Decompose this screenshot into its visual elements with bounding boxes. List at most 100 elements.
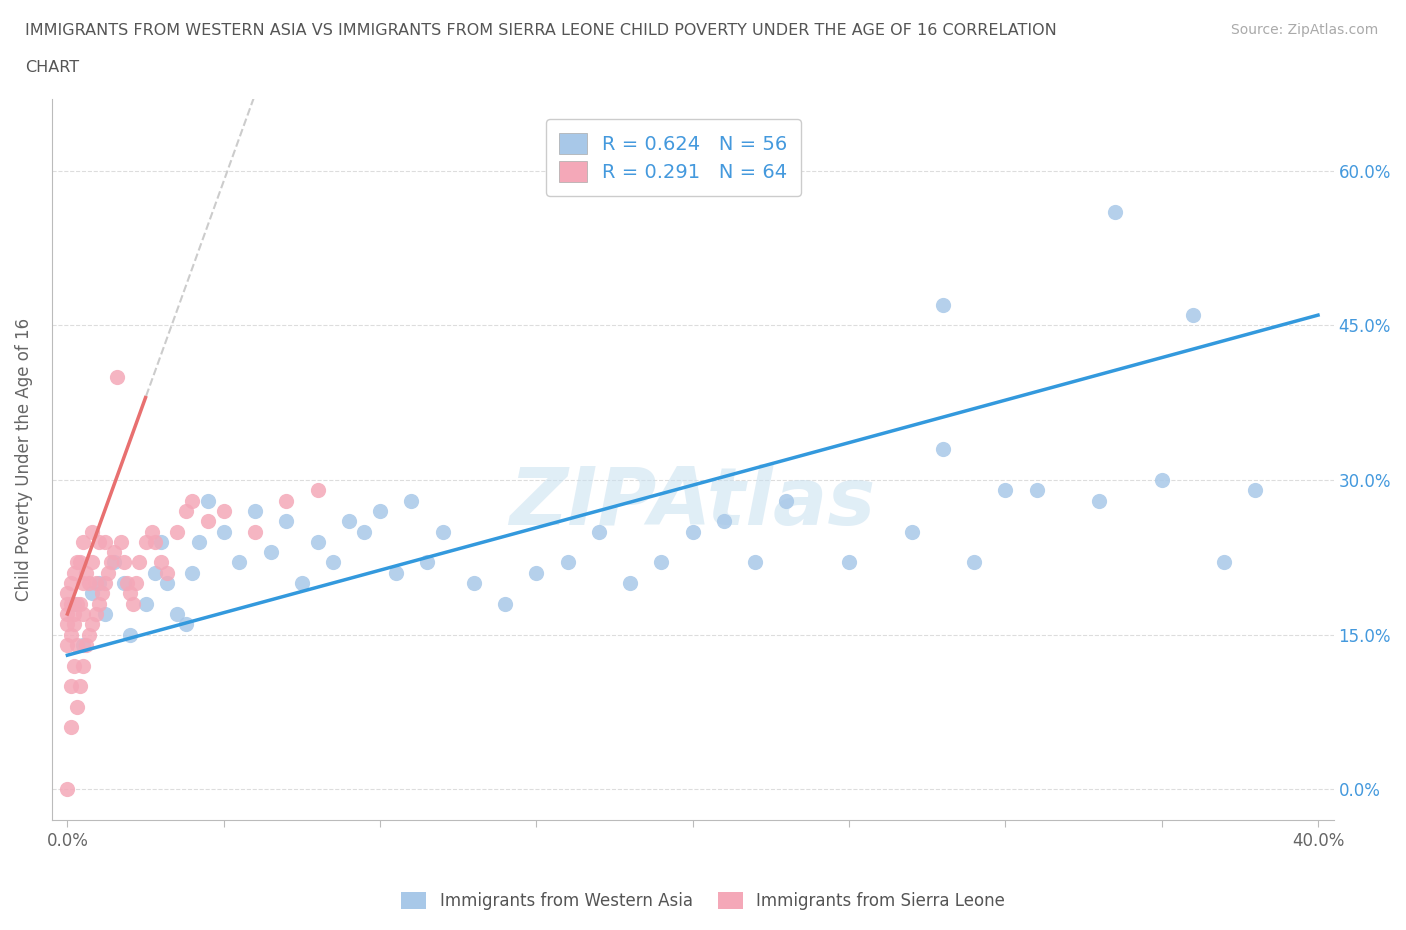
Point [353,525,375,539]
Point [368,503,391,518]
Point [588,525,610,539]
Point [72,576,94,591]
Point [59,576,82,591]
Point [174,617,197,631]
Point [69,596,91,611]
Text: CHART: CHART [25,60,79,75]
Point [62,617,84,631]
Point [77,627,100,642]
Point [118,627,141,642]
Point [82,525,104,539]
Point [66,637,89,652]
Point [56,586,79,601]
Point [87,596,110,611]
Point [524,565,547,580]
Point [100,555,122,570]
Point [1213,555,1236,570]
Point [143,535,166,550]
Point [1181,308,1204,323]
Point [128,555,150,570]
Point [243,503,266,518]
Point [1244,483,1267,498]
Point [416,555,439,570]
Point [713,513,735,528]
Y-axis label: Child Poverty Under the Age of 16: Child Poverty Under the Age of 16 [15,318,32,601]
Point [197,513,219,528]
Point [432,525,454,539]
Point [75,565,97,580]
Point [181,493,204,508]
Point [650,555,672,570]
Point [212,525,235,539]
Point [156,565,179,580]
Point [156,576,179,591]
Point [212,503,235,518]
Point [94,576,117,591]
Point [307,483,329,498]
Point [115,576,138,591]
Point [994,483,1017,498]
Point [84,576,107,591]
Point [682,525,704,539]
Point [59,720,82,735]
Point [94,535,117,550]
Point [59,679,82,694]
Point [118,586,141,601]
Point [384,565,406,580]
Point [166,606,188,621]
Point [72,658,94,673]
Point [181,565,204,580]
Point [291,576,314,591]
Point [56,637,79,652]
Point [307,535,329,550]
Point [838,555,860,570]
Point [56,782,79,797]
Point [112,576,135,591]
Point [463,576,485,591]
Point [775,493,797,508]
Point [72,535,94,550]
Point [141,525,163,539]
Legend: R = 0.624   N = 56, R = 0.291   N = 64: R = 0.624 N = 56, R = 0.291 N = 64 [546,119,801,195]
Point [135,596,157,611]
Point [197,493,219,508]
Point [1025,483,1047,498]
Point [87,535,110,550]
Point [259,545,281,560]
Point [62,565,84,580]
Point [122,596,145,611]
Point [494,596,516,611]
Point [744,555,766,570]
Point [103,545,125,560]
Point [94,606,117,621]
Point [77,576,100,591]
Point [276,493,298,508]
Point [107,369,129,384]
Legend: Immigrants from Western Asia, Immigrants from Sierra Leone: Immigrants from Western Asia, Immigrants… [395,885,1011,917]
Point [56,606,79,621]
Point [90,586,112,601]
Point [66,596,89,611]
Point [337,513,360,528]
Point [1104,205,1126,219]
Point [243,525,266,539]
Point [1150,472,1173,487]
Point [66,699,89,714]
Point [62,596,84,611]
Point [62,606,84,621]
Point [84,606,107,621]
Point [166,525,188,539]
Point [56,617,79,631]
Point [87,576,110,591]
Point [900,525,922,539]
Point [1088,493,1111,508]
Point [56,596,79,611]
Point [276,513,298,528]
Point [69,555,91,570]
Point [143,565,166,580]
Point [66,555,89,570]
Point [150,535,173,550]
Point [135,535,157,550]
Point [103,555,125,570]
Point [69,679,91,694]
